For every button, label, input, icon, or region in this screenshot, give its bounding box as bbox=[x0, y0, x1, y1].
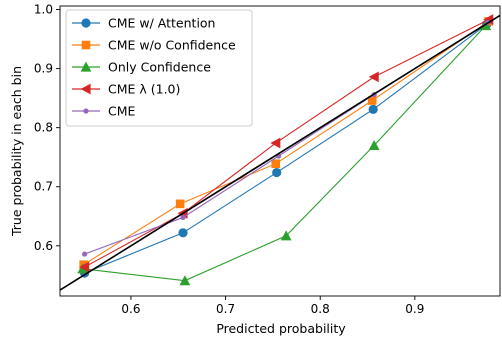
axes bbox=[59, 5, 501, 297]
series-2-point-1 bbox=[179, 275, 191, 286]
x-tick-label: 0.6 bbox=[121, 302, 140, 316]
x-tick-label: 0.9 bbox=[405, 302, 424, 316]
y-tick-label: 0.7 bbox=[34, 180, 53, 194]
legend-label-4: CME bbox=[108, 104, 136, 119]
series-1-point-1 bbox=[175, 199, 185, 209]
series-legend-2-point-0 bbox=[80, 61, 92, 72]
series-legend-1-point-0 bbox=[81, 40, 91, 50]
series-0-point-1 bbox=[178, 228, 188, 238]
series-2-point-3 bbox=[368, 139, 380, 150]
legend: CME w/ Attention CME w/o Confidence Only C… bbox=[65, 9, 253, 127]
y-tick-label: 1.0 bbox=[34, 3, 53, 17]
plot-area bbox=[77, 14, 494, 286]
series-1-point-3 bbox=[367, 96, 377, 105]
legend-box bbox=[65, 9, 253, 127]
series-1-point-2 bbox=[271, 159, 281, 168]
legend-label-0: CME w/ Attention bbox=[108, 16, 215, 31]
perfect-calibration-line bbox=[60, 14, 500, 291]
series-3-point-4 bbox=[483, 14, 494, 25]
x-tick-label: 0.8 bbox=[311, 302, 330, 316]
series-legend-0-point-0 bbox=[81, 18, 91, 28]
series-3-point-2 bbox=[270, 137, 281, 149]
legend-label-3: CME λ (1.0) bbox=[108, 82, 180, 97]
series-3-point-0 bbox=[79, 261, 90, 273]
series-4-point-1 bbox=[180, 214, 186, 221]
series-4-point-0 bbox=[82, 251, 88, 257]
legend-label-1: CME w/o Confidence bbox=[108, 38, 236, 53]
y-tick-label: 0.6 bbox=[34, 239, 53, 253]
legend-label-2: Only Confidence bbox=[108, 60, 211, 75]
series-3-point-3 bbox=[368, 71, 379, 83]
diagonal-layer bbox=[60, 14, 500, 291]
x-tick-label: 0.7 bbox=[216, 302, 235, 316]
series-legend-3-point-0 bbox=[80, 83, 91, 95]
axes-frame bbox=[59, 5, 501, 297]
y-tick-label: 0.9 bbox=[34, 62, 53, 76]
series-legend-4-point-0 bbox=[83, 108, 89, 114]
x-axis-label: Predicted probability bbox=[216, 321, 346, 336]
y-axis-label: True probability in each bin bbox=[9, 66, 24, 237]
y-tick-label: 0.8 bbox=[34, 121, 53, 135]
series-0-point-3 bbox=[368, 104, 378, 114]
series-2-point-2 bbox=[280, 230, 292, 241]
ticks: 0.6 0.7 0.8 0.9 0.6 0.7 0.8 0.9 1.0 bbox=[34, 3, 424, 316]
series-0-point-2 bbox=[272, 167, 282, 178]
